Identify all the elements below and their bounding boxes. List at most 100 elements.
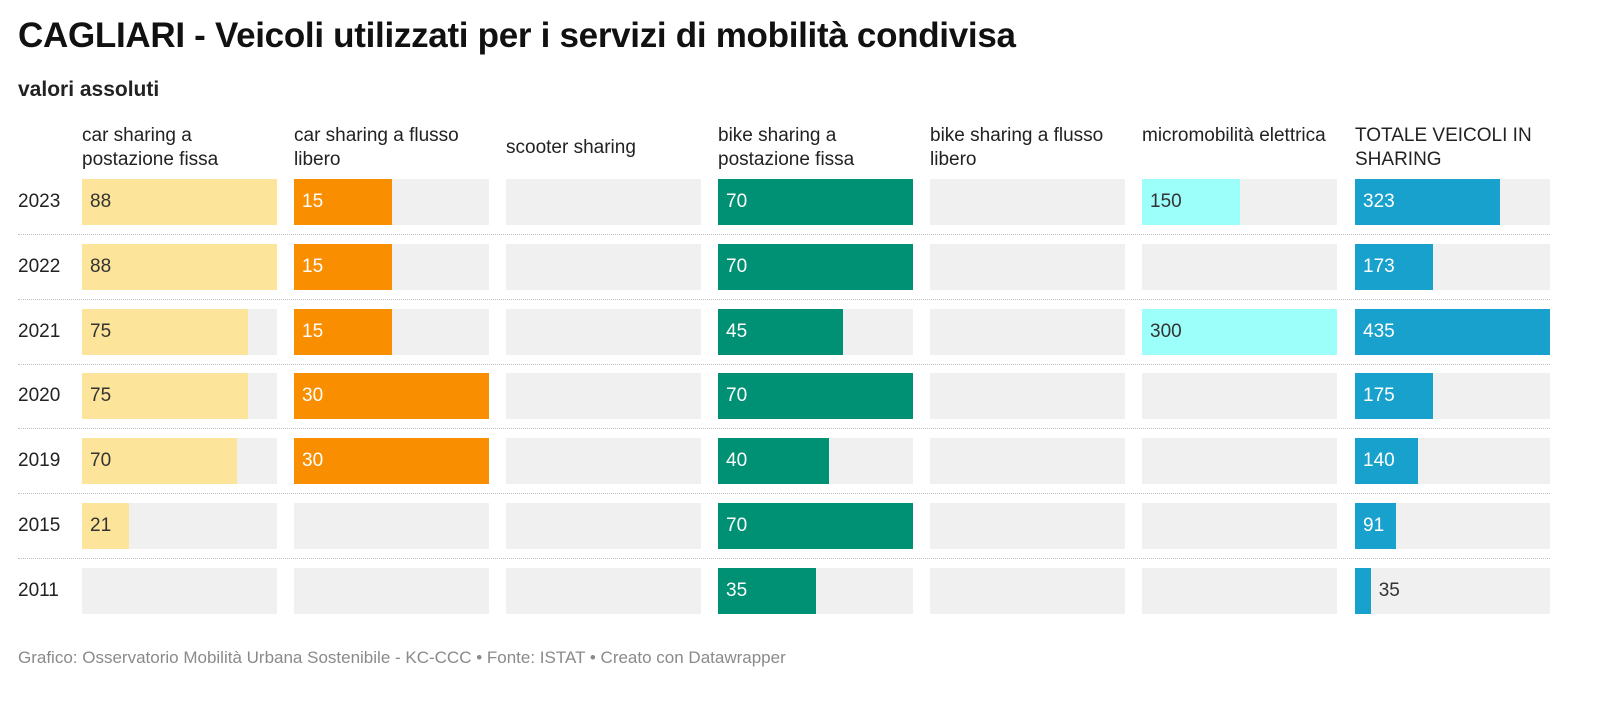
bar bbox=[718, 179, 913, 225]
bar bbox=[294, 438, 489, 485]
bar-track: 70 bbox=[718, 243, 913, 290]
bar-track: 30 bbox=[294, 373, 489, 420]
bar bbox=[82, 503, 129, 549]
column-header: TOTALE VEICOLI IN SHARING bbox=[1355, 125, 1532, 170]
data-label: 88 bbox=[90, 191, 112, 212]
bar-track: 45 bbox=[718, 308, 913, 355]
bar-track: 70 bbox=[718, 503, 913, 549]
bar bbox=[82, 308, 249, 355]
year-label: 2022 bbox=[18, 255, 61, 277]
column-header: scooter sharing bbox=[506, 137, 636, 158]
data-label: 91 bbox=[1363, 515, 1385, 536]
bar-track: 435 bbox=[1355, 308, 1550, 355]
chart-footer: Grafico: Osservatorio Mobilità Urbana So… bbox=[18, 648, 786, 667]
bar-track bbox=[294, 567, 489, 614]
bar-track bbox=[1142, 503, 1337, 549]
bar bbox=[1355, 308, 1550, 355]
bar bbox=[294, 243, 392, 290]
bar bbox=[1142, 179, 1240, 225]
bar-track: 150 bbox=[1142, 179, 1337, 225]
bar bbox=[294, 179, 392, 225]
row-separator bbox=[18, 558, 1550, 559]
bar-track: 30 bbox=[294, 438, 489, 485]
bar-track: 15 bbox=[294, 308, 489, 355]
data-label: 175 bbox=[1363, 385, 1395, 407]
bar bbox=[294, 308, 392, 355]
bar bbox=[1142, 308, 1337, 355]
bar bbox=[718, 243, 913, 290]
bar-track: 300 bbox=[1142, 308, 1337, 355]
bar-track bbox=[930, 308, 1125, 355]
bar-track bbox=[506, 243, 701, 290]
bar-track bbox=[1142, 567, 1337, 614]
bar-track: 88 bbox=[82, 179, 277, 225]
row-separator bbox=[18, 363, 1550, 365]
year-label: 2020 bbox=[18, 385, 61, 407]
data-label: 70 bbox=[726, 255, 748, 277]
bar-track bbox=[1142, 438, 1337, 485]
bar-track: 35 bbox=[718, 567, 913, 614]
bar bbox=[718, 503, 913, 549]
bar-track bbox=[506, 567, 701, 614]
bar bbox=[1355, 438, 1418, 485]
data-label: 45 bbox=[726, 320, 748, 342]
data-label: 173 bbox=[1363, 255, 1395, 277]
data-label: 21 bbox=[90, 515, 112, 536]
bar-track: 323 bbox=[1355, 179, 1550, 225]
column-header: micromobilità elettrica bbox=[1142, 125, 1326, 146]
bar bbox=[82, 373, 249, 420]
bar bbox=[718, 308, 844, 355]
bar bbox=[1355, 179, 1500, 225]
bar-track bbox=[506, 503, 701, 549]
data-label: 88 bbox=[90, 255, 112, 277]
bar bbox=[1355, 503, 1396, 549]
bar-track: 88 bbox=[82, 243, 277, 290]
bar-track: 70 bbox=[82, 438, 277, 485]
row-separator bbox=[18, 298, 1550, 300]
bar-track bbox=[506, 438, 701, 485]
column-header: car sharing a flusso libero bbox=[294, 125, 459, 170]
bar-track bbox=[930, 243, 1125, 290]
data-label: 323 bbox=[1363, 191, 1395, 212]
bar-track bbox=[1142, 243, 1337, 290]
data-label: 70 bbox=[726, 191, 748, 212]
bar-track: 140 bbox=[1355, 438, 1550, 485]
bar-track bbox=[294, 503, 489, 549]
bar-track: 21 bbox=[82, 503, 277, 549]
bar-track: 15 bbox=[294, 179, 489, 225]
bar bbox=[82, 438, 238, 485]
bar-track: 91 bbox=[1355, 503, 1550, 549]
data-label: 30 bbox=[302, 385, 324, 407]
bar-track: 175 bbox=[1355, 373, 1550, 420]
bar bbox=[82, 243, 277, 290]
bar-track: 35 bbox=[1355, 567, 1550, 614]
data-label: 70 bbox=[90, 450, 112, 472]
bar bbox=[1355, 243, 1433, 290]
year-label: 2021 bbox=[18, 320, 61, 342]
bar-track bbox=[930, 503, 1125, 549]
data-label: 75 bbox=[90, 320, 112, 342]
bar bbox=[718, 373, 913, 420]
row-separator bbox=[18, 493, 1550, 495]
column-header: car sharing a postazione fissa bbox=[82, 125, 219, 170]
bar-track bbox=[930, 567, 1125, 614]
chart-title: CAGLIARI - Veicoli utilizzati per i serv… bbox=[18, 16, 1016, 55]
bar-track: 173 bbox=[1355, 243, 1550, 290]
year-label: 2015 bbox=[18, 515, 61, 536]
bar-track: 70 bbox=[718, 179, 913, 225]
bar-track bbox=[930, 438, 1125, 485]
data-label: 435 bbox=[1363, 320, 1395, 342]
data-label: 15 bbox=[302, 255, 324, 277]
year-label: 2019 bbox=[18, 450, 61, 472]
bar-track bbox=[506, 308, 701, 355]
bar bbox=[718, 438, 830, 485]
data-label: 70 bbox=[726, 515, 748, 536]
bar-track: 75 bbox=[82, 373, 277, 420]
column-header: bike sharing a postazione fissa bbox=[718, 125, 855, 170]
data-label: 15 bbox=[302, 320, 324, 342]
bar-track: 15 bbox=[294, 243, 489, 290]
bar-track bbox=[82, 567, 277, 614]
bar-track bbox=[1142, 373, 1337, 420]
data-label: 150 bbox=[1150, 191, 1182, 212]
